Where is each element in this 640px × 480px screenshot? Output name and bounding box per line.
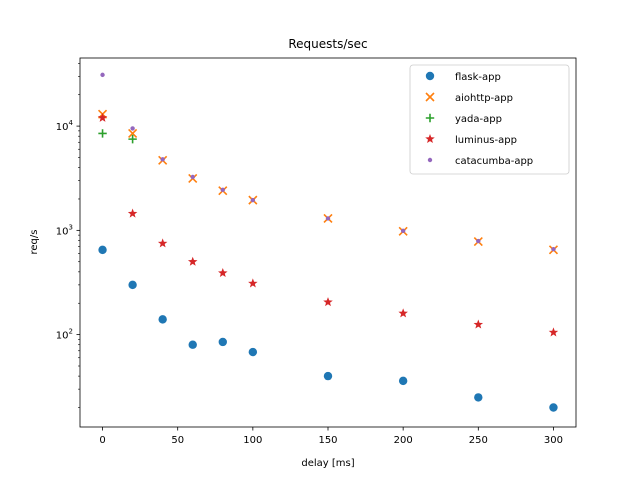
catacumba-app-point (476, 238, 481, 244)
x-tick-label: 0 (99, 435, 105, 446)
catacumba-app-point (100, 72, 105, 78)
legend-label: yada-app (455, 114, 502, 125)
series-luminus-app (97, 112, 559, 337)
legend-marker-aiohttp-app (425, 92, 435, 102)
legend-marker-luminus-app (425, 134, 435, 144)
catacumba-app-point (130, 126, 135, 131)
legend-marker-yada-app (425, 113, 435, 123)
legend-label: luminus-app (455, 135, 517, 146)
x-tick-label: 50 (171, 435, 184, 446)
aiohttp-app-point (128, 128, 138, 139)
luminus-app-point (548, 327, 559, 337)
x-axis: 0 50 100 150 200 250 300 (99, 427, 563, 446)
y-axis-label: req/s (29, 230, 40, 255)
x-axis-label: delay [ms] (301, 458, 354, 469)
y-tick-label: 102 (56, 328, 73, 342)
catacumba-app-point (160, 157, 165, 162)
flask-app-point (158, 315, 167, 324)
legend-marker-catacumba-app (427, 157, 433, 163)
luminus-app-point (127, 208, 138, 218)
flask-app-point (188, 340, 197, 349)
luminus-app-point (157, 238, 168, 248)
y-tick-label: 104 (56, 119, 74, 133)
legend-label: flask-app (455, 72, 501, 83)
x-tick-label: 250 (469, 435, 488, 446)
series-yada-app (98, 129, 137, 144)
luminus-app-point (218, 268, 228, 278)
catacumba-app-point (190, 174, 195, 180)
catacumba-app-point (220, 187, 225, 192)
y-axis: 102 103 104 (56, 63, 80, 408)
catacumba-app-point (551, 246, 556, 252)
flask-app-point (248, 347, 258, 357)
legend-box (409, 64, 570, 175)
y-tick-label: 103 (56, 223, 73, 237)
legend-label: catacumba-app (455, 156, 533, 167)
x-tick-label: 200 (394, 435, 413, 446)
x-tick-label: 150 (318, 435, 337, 446)
luminus-app-point (323, 297, 333, 307)
x-tick-label: 300 (544, 435, 563, 446)
luminus-app-point (473, 319, 484, 329)
yada-app-point (98, 129, 107, 138)
catacumba-app-point (325, 216, 331, 221)
flask-app-point (128, 280, 137, 290)
flask-app-point (98, 245, 107, 255)
catacumba-app-point (250, 197, 256, 203)
legend-marker-flask-app (425, 71, 435, 81)
flask-app-point (474, 393, 483, 402)
legend: flask-app aiohttp-app yada-app luminus-app c… (409, 64, 570, 175)
series-flask-app (98, 245, 558, 412)
series-catacumba-app (100, 72, 556, 252)
flask-app-point (323, 371, 333, 381)
flask-app-point (549, 403, 558, 412)
flask-app-point (398, 376, 408, 386)
luminus-app-point (248, 278, 258, 288)
chart-title: Requests/sec (288, 37, 367, 51)
luminus-app-point (398, 308, 408, 318)
flask-app-point (218, 337, 227, 347)
plot-marks (97, 72, 559, 412)
luminus-app-point (187, 256, 198, 266)
legend-label: aiohttp-app (455, 93, 513, 104)
catacumba-app-point (400, 228, 406, 234)
luminus-app-point (97, 112, 108, 122)
x-tick-label: 100 (243, 435, 262, 446)
yada-app-point (128, 134, 137, 144)
